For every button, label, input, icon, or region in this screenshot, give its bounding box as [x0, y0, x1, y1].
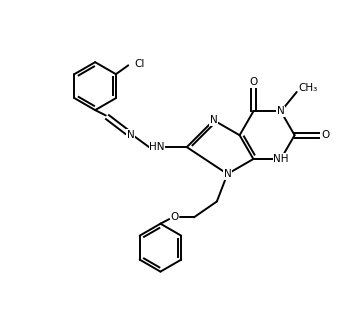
Text: O: O [321, 130, 330, 140]
Text: NH: NH [273, 154, 289, 164]
Text: N: N [223, 169, 231, 179]
Text: N: N [210, 115, 218, 125]
Text: O: O [170, 212, 179, 222]
Text: HN: HN [149, 142, 165, 152]
Text: Cl: Cl [135, 59, 145, 69]
Text: N: N [277, 107, 285, 116]
Text: CH₃: CH₃ [299, 84, 318, 93]
Text: N: N [126, 130, 134, 140]
Text: O: O [249, 77, 257, 87]
